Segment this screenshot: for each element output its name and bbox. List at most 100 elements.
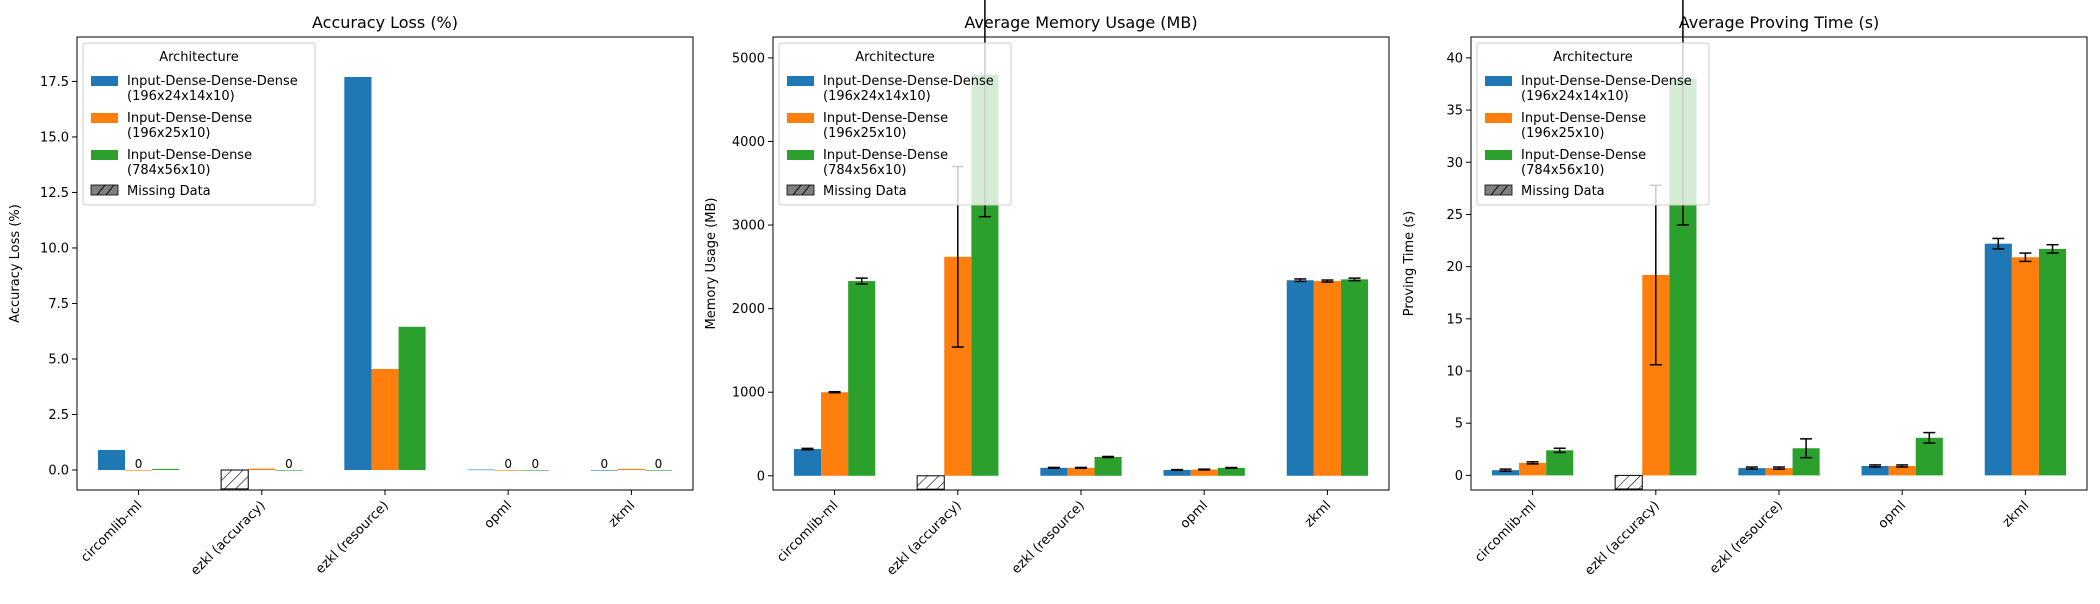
legend-swatch-2 xyxy=(787,113,814,123)
bar-2 xyxy=(1765,468,1793,476)
bar-2 xyxy=(494,470,522,471)
legend-box xyxy=(778,42,1012,206)
bar-3 xyxy=(152,468,180,471)
bar-1 xyxy=(793,449,822,476)
bar-1 xyxy=(590,470,618,471)
y-tick-label: 40 xyxy=(1446,51,1463,66)
bar-2 xyxy=(821,392,849,476)
y-tick-label: 17.5 xyxy=(40,75,69,90)
y-tick-label: 25 xyxy=(1446,208,1463,223)
bar-2 xyxy=(1313,281,1341,476)
x-tick-label: zkml xyxy=(606,498,638,530)
y-tick-label: 35 xyxy=(1446,104,1463,119)
bar-3 xyxy=(275,470,303,471)
bar-1 xyxy=(344,76,372,471)
legend-missing-hatch xyxy=(1490,184,1500,196)
bar-3 xyxy=(848,281,876,476)
zero-value-label: 0 xyxy=(504,457,512,471)
y-tick-label: 2000 xyxy=(732,302,765,317)
bar-1 xyxy=(1163,469,1191,476)
legend-label-2: Input-Dense-Dense (196x25x10) xyxy=(823,111,948,141)
zero-value-label: 0 xyxy=(600,457,608,471)
x-tick-label: zkml xyxy=(1302,498,1334,530)
legend: Architecture Input-Dense-Dense-Dense (196x… xyxy=(82,42,316,206)
zero-value-label: 0 xyxy=(285,457,293,471)
x-tick-label: opml xyxy=(481,498,515,532)
legend-label-2: Input-Dense-Dense (196x25x10) xyxy=(1521,111,1646,141)
legend-title: Architecture xyxy=(855,50,935,65)
y-tick-label: 0 xyxy=(757,469,765,484)
x-tick-label: circomlib-ml xyxy=(1472,498,1539,565)
x-tick-label: circomlib-ml xyxy=(774,498,841,565)
y-tick-label: 20 xyxy=(1446,260,1463,275)
legend: Architecture Input-Dense-Dense-Dense (196x… xyxy=(778,42,1012,206)
legend-missing-hatch xyxy=(1499,184,1509,196)
legend-swatch-2 xyxy=(1485,113,1512,123)
y-tick-label: 0.0 xyxy=(48,464,69,479)
legend-label-1: Input-Dense-Dense-Dense (196x24x14x10) xyxy=(127,74,298,104)
x-tick-label: opml xyxy=(1875,498,1909,532)
zero-value-label: 0 xyxy=(531,457,539,471)
axes-frame xyxy=(772,36,1390,491)
chart-panel-2: Average Memory Usage (MB) Memory Usage (M… xyxy=(704,0,1390,579)
chart-panel-3: Average Proving Time (s) Proving Time (s)… xyxy=(1402,0,2088,579)
y-tick-label: 15.0 xyxy=(40,130,69,145)
legend-title: Architecture xyxy=(159,50,239,65)
missing-data-bar xyxy=(1614,474,1643,490)
legend-box xyxy=(1476,42,1710,206)
bar-1 xyxy=(1491,470,1520,476)
bar-2 xyxy=(1067,467,1095,476)
y-tick-label: 7.5 xyxy=(48,297,69,312)
bar-3 xyxy=(644,470,673,471)
legend-missing-label: Missing Data xyxy=(1521,184,1605,199)
chart-title: Average Memory Usage (MB) xyxy=(964,13,1197,32)
zero-value-label: 0 xyxy=(135,457,143,471)
y-tick-label: 10.0 xyxy=(40,241,69,256)
y-tick-label: 5 xyxy=(1455,417,1463,432)
bar-2 xyxy=(371,368,399,471)
y-axis-label: Accuracy Loss (%) xyxy=(8,204,23,323)
bar-1 xyxy=(1984,243,2012,476)
bar-2 xyxy=(1519,462,1547,476)
legend-missing-swatch xyxy=(1484,184,1513,196)
bar-3 xyxy=(1915,437,1943,476)
legend-missing-swatch xyxy=(90,184,119,196)
legend-box xyxy=(82,42,316,206)
missing-data-bar xyxy=(916,475,945,490)
bar-1 xyxy=(1861,465,1889,476)
chart-panel-1: Accuracy Loss (%) Accuracy Loss (%) 0.0 2.5… xyxy=(8,13,694,579)
x-tick-label: circomlib-ml xyxy=(78,498,145,565)
legend-label-3: Input-Dense-Dense (784x56x10) xyxy=(823,148,948,178)
bar-1 xyxy=(1040,467,1068,476)
legend-swatch-3 xyxy=(91,150,118,160)
y-tick-label: 2.5 xyxy=(48,408,69,423)
legend-missing-hatch xyxy=(105,184,115,196)
missing-data-bar xyxy=(220,469,249,490)
y-tick-label: 12.5 xyxy=(40,186,69,201)
bar-3 xyxy=(1217,467,1245,476)
bar-2 xyxy=(1190,469,1218,476)
y-tick-label: 1000 xyxy=(732,386,765,401)
zero-value-label: 0 xyxy=(655,457,663,471)
legend-missing-swatch xyxy=(786,184,815,196)
legend-label-3: Input-Dense-Dense (784x56x10) xyxy=(1521,148,1646,178)
legend-swatch-3 xyxy=(787,150,814,160)
y-tick-label: 5000 xyxy=(732,51,765,66)
bar-3 xyxy=(1094,456,1122,476)
legend-missing-hatch xyxy=(96,184,106,196)
bar-2 xyxy=(125,470,153,471)
legend: Architecture Input-Dense-Dense-Dense (196x… xyxy=(1476,42,1710,206)
bar-3 xyxy=(1546,450,1574,476)
x-tick-label: ezkl (accuracy) xyxy=(188,498,269,579)
legend-label-1: Input-Dense-Dense-Dense (196x24x14x10) xyxy=(823,74,994,104)
bar-1 xyxy=(97,450,126,471)
y-axis-label: Memory Usage (MB) xyxy=(704,198,719,330)
legend-missing-label: Missing Data xyxy=(127,184,211,199)
y-axis-label: Proving Time (s) xyxy=(1402,211,1417,316)
legend-label-3: Input-Dense-Dense (784x56x10) xyxy=(127,148,252,178)
legend-label-2: Input-Dense-Dense (196x25x10) xyxy=(127,111,252,141)
x-tick-label: zkml xyxy=(2000,498,2032,530)
x-tick-label: ezkl (resource) xyxy=(1009,498,1088,577)
legend-swatch-3 xyxy=(1485,150,1512,160)
